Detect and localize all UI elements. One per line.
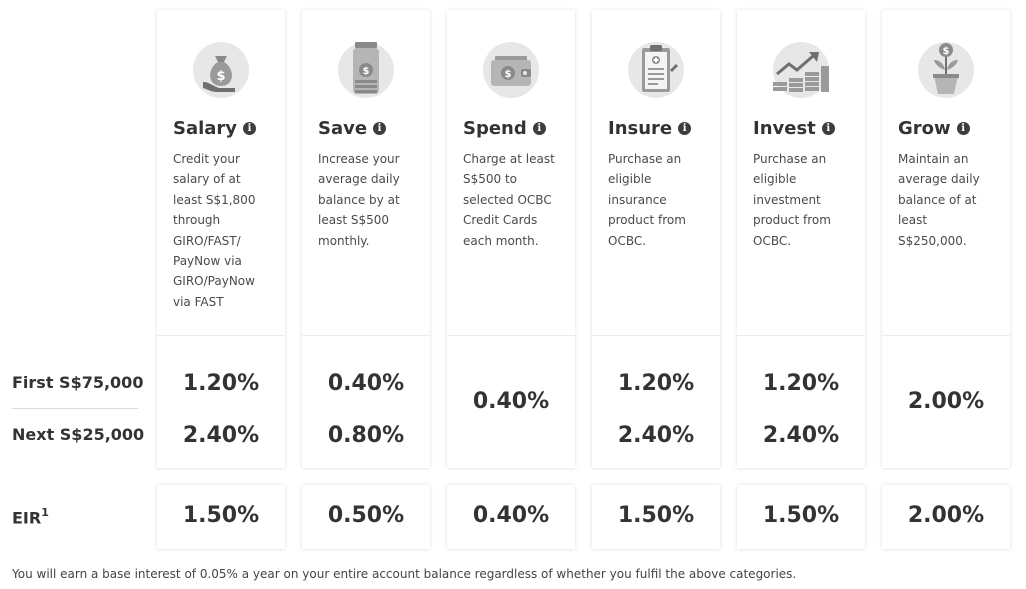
first-rate: 1.20%: [762, 371, 840, 396]
info-icon[interactable]: i: [678, 122, 692, 135]
first-rate: 1.20%: [617, 371, 695, 396]
money-bag-hand-icon: $: [193, 42, 249, 98]
next-rate: 0.80%: [327, 423, 405, 448]
card-description: Purchase an eligible investment product …: [753, 152, 831, 248]
card-title: Insure: [608, 118, 673, 139]
eir-card-spend: 0.40%: [447, 485, 575, 549]
svg-text:$: $: [216, 69, 225, 84]
svg-text:$: $: [943, 46, 950, 57]
card-divider: [882, 335, 1010, 336]
eir-card-salary: 1.50%: [157, 485, 285, 549]
eir-rate: 2.00%: [907, 503, 985, 528]
growth-chart-coins-icon: [773, 42, 829, 98]
single-rate: 0.40%: [472, 389, 550, 414]
eir-card-insure: 1.50%: [592, 485, 720, 549]
card-divider: [737, 335, 865, 336]
base-interest-footnote: You will earn a base interest of 0.05% a…: [12, 567, 797, 581]
eir-rate: 0.50%: [327, 503, 405, 528]
category-card-grow: $ Grow i Maintain an average daily balan…: [882, 10, 1010, 468]
eir-card-grow: 2.00%: [882, 485, 1010, 549]
card-title: Salary: [173, 118, 238, 139]
wallet-icon: $: [483, 42, 539, 98]
row-label-first: First S$75,000: [12, 373, 144, 392]
next-rate: 2.40%: [617, 423, 695, 448]
next-rate: 2.40%: [762, 423, 840, 448]
info-icon[interactable]: i: [956, 122, 970, 135]
money-plant-icon: $: [918, 42, 974, 98]
clipboard-medical-icon: [628, 42, 684, 98]
category-card-save: $ Save i Increase your average daily bal…: [302, 10, 430, 468]
next-rate: 2.40%: [182, 423, 260, 448]
eir-rate: 1.50%: [182, 503, 260, 528]
info-icon[interactable]: i: [243, 122, 257, 135]
info-icon[interactable]: i: [532, 122, 546, 135]
category-card-invest: Invest i Purchase an eligible investment…: [737, 10, 865, 468]
info-icon[interactable]: i: [821, 122, 835, 135]
card-description: Purchase an eligible insurance product f…: [608, 152, 686, 248]
row-label-eir: EIR1: [12, 506, 49, 528]
single-rate: 2.00%: [907, 389, 985, 414]
card-description: Increase your average daily balance by a…: [318, 152, 400, 248]
first-rate: 1.20%: [182, 371, 260, 396]
svg-text:$: $: [505, 69, 512, 80]
eir-rate: 1.50%: [762, 503, 840, 528]
eir-rate: 0.40%: [472, 503, 550, 528]
eir-label-text: EIR: [12, 508, 42, 528]
row-label-divider: [12, 408, 138, 409]
card-title: Invest: [753, 118, 816, 139]
eir-card-save: 0.50%: [302, 485, 430, 549]
card-divider: [592, 335, 720, 336]
eir-footnote-marker: 1: [41, 506, 49, 519]
category-card-salary: $ Salary i Credit your salary of at leas…: [157, 10, 285, 468]
card-description: Credit your salary of at least S$1,800 t…: [173, 152, 256, 309]
card-divider: [302, 335, 430, 336]
first-rate: 0.40%: [327, 371, 405, 396]
savings-jar-icon: $: [338, 42, 394, 98]
card-divider: [157, 335, 285, 336]
card-title: Save: [318, 118, 368, 139]
card-description: Charge at least S$500 to selected OCBC C…: [463, 152, 555, 248]
row-label-next: Next S$25,000: [12, 425, 145, 444]
card-divider: [447, 335, 575, 336]
card-title: Grow: [898, 118, 951, 139]
eir-card-invest: 1.50%: [737, 485, 865, 549]
category-card-spend: $ Spend i Charge at least S$500 to selec…: [447, 10, 575, 468]
info-icon[interactable]: i: [373, 122, 387, 135]
category-card-insure: Insure i Purchase an eligible insurance …: [592, 10, 720, 468]
eir-rate: 1.50%: [617, 503, 695, 528]
card-description: Maintain an average daily balance of at …: [898, 152, 980, 248]
svg-text:$: $: [363, 66, 370, 77]
card-title: Spend: [463, 118, 527, 139]
